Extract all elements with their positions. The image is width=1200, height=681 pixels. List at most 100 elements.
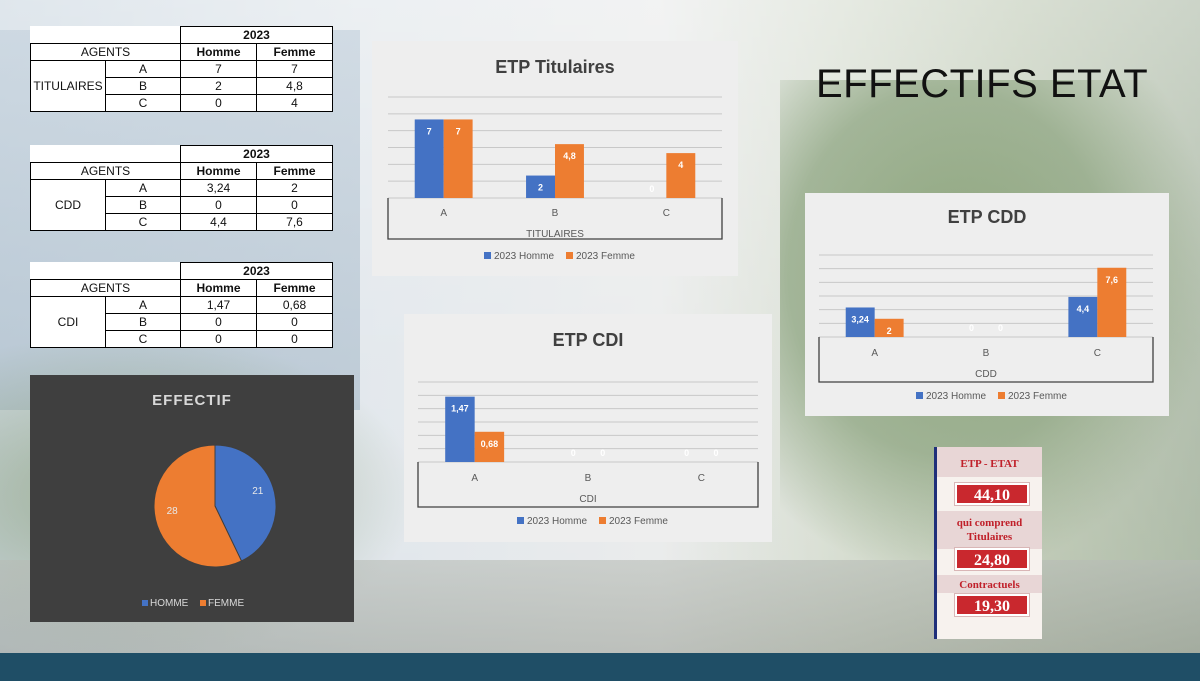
x-tick-label: A	[871, 348, 878, 359]
x-tick-label: C	[1094, 348, 1101, 359]
etat-total-value: 44,10	[955, 483, 1029, 505]
x-axis-label: CDD	[975, 369, 997, 380]
data-label: 4	[678, 160, 683, 170]
x-tick-label: C	[698, 473, 705, 484]
etat-contractuels-value: 19,30	[955, 594, 1029, 616]
data-label: 2	[887, 326, 892, 336]
chart-cdd: ETP CDD A 3,24 2 B 0 0 C 4,4 7,6 CDD 2023 Homme 2023…	[805, 193, 1169, 416]
category-cell: CDD	[30, 179, 106, 231]
etat-includes-label: qui comprend	[956, 517, 1023, 529]
x-axis-box	[417, 462, 759, 508]
etat-band	[937, 511, 1042, 549]
homme-cell: 3,24	[180, 179, 257, 197]
etat-band	[937, 447, 1042, 477]
legend-label: 2023 Homme	[926, 391, 986, 402]
category-cell: TITULAIRES	[30, 60, 106, 112]
legend-label: 2023 Femme	[576, 251, 635, 262]
data-label: 7	[456, 126, 461, 136]
homme-cell: 7	[180, 60, 257, 78]
etat-titulaires-value: 24,80	[955, 548, 1029, 570]
chart-cdi: ETP CDI A 1,47 0,68 B 0 0 C 0 0 CDI 2023 Homme 2023 …	[404, 314, 772, 542]
chart-cdd-svg: ETP CDD A 3,24 2 B 0 0 C 4,4 7,6 CDD 2023 Homme 2023…	[818, 207, 1154, 402]
data-label: 0	[714, 448, 719, 458]
femme-cell: 0	[256, 313, 333, 331]
homme-header: Homme	[180, 279, 257, 297]
femme-cell: 4	[256, 94, 333, 112]
x-axis-label: TITULAIRES	[526, 229, 584, 240]
bar-2023-homme	[1068, 296, 1098, 337]
x-tick-label: B	[552, 208, 559, 219]
femme-cell: 7,6	[256, 213, 333, 231]
x-axis-box	[818, 337, 1154, 383]
legend-label: 2023 Femme	[609, 516, 668, 527]
legend-swatch	[484, 252, 491, 259]
data-label: 4,8	[563, 151, 576, 161]
legend-swatch	[142, 600, 148, 606]
data-label: 3,24	[851, 314, 869, 324]
grade-cell: A	[105, 296, 181, 314]
data-label: 0	[998, 323, 1003, 333]
legend-label: 2023 Homme	[527, 516, 587, 527]
agents-header: AGENTS	[30, 162, 181, 180]
legend-swatch	[599, 517, 606, 524]
bar-2023-femme	[1097, 267, 1127, 337]
bar-2023-femme	[666, 153, 696, 198]
bar-2023-homme	[845, 307, 875, 337]
femme-cell: 0	[256, 330, 333, 348]
legend-swatch	[916, 392, 923, 399]
homme-header: Homme	[180, 43, 257, 61]
data-label: 7,6	[1106, 275, 1119, 285]
agents-header: AGENTS	[30, 279, 181, 297]
chart-titulaires-svg: ETP Titulaires A 7 7 B 2 4,8 C 0 4 TITULAIRES 2023 …	[387, 57, 723, 262]
femme-cell: 7	[256, 60, 333, 78]
x-tick-label: B	[585, 473, 592, 484]
etat-band	[937, 575, 1042, 593]
data-label: 0	[649, 184, 654, 194]
x-tick-label: B	[983, 348, 990, 359]
legend-label: HOMME	[150, 598, 189, 609]
chart-title: ETP CDD	[948, 207, 1027, 227]
grade-cell: C	[105, 213, 181, 231]
homme-header: Homme	[180, 162, 257, 180]
bar-2023-femme	[874, 318, 904, 337]
legend-swatch	[566, 252, 573, 259]
grade-cell: B	[105, 313, 181, 331]
legend-swatch	[200, 600, 206, 606]
x-axis-label: CDI	[579, 494, 596, 505]
category-cell: CDI	[30, 296, 106, 348]
data-label: 0	[571, 448, 576, 458]
footer-band	[0, 653, 1200, 681]
chart-title: ETP CDI	[553, 330, 624, 350]
chart-effectif-svg: EFFECTIF 21 28 HOMME FEMME	[142, 392, 277, 609]
year-header: 2023	[180, 26, 333, 44]
legend-swatch	[998, 392, 1005, 399]
femme-header: Femme	[256, 279, 333, 297]
homme-cell: 4,4	[180, 213, 257, 231]
homme-cell: 2	[180, 77, 257, 95]
year-header: 2023	[180, 262, 333, 280]
pie-data-label: 28	[167, 506, 179, 517]
chart-titulaires: ETP Titulaires A 7 7 B 2 4,8 C 0 4 TITULAIRES 2023 …	[372, 41, 738, 276]
bar-2023-femme	[443, 119, 473, 198]
etat-contractuels-label: Contractuels	[959, 579, 1020, 591]
femme-header: Femme	[256, 43, 333, 61]
femme-header: Femme	[256, 162, 333, 180]
data-label: 0	[969, 323, 974, 333]
page-title: EFFECTIFS ETAT	[816, 62, 1149, 106]
chart-title: EFFECTIF	[152, 392, 232, 409]
pie-slice-femme	[153, 444, 243, 568]
data-label: 7	[427, 126, 432, 136]
grade-cell: B	[105, 196, 181, 214]
x-tick-label: A	[440, 208, 447, 219]
grade-cell: A	[105, 60, 181, 78]
femme-cell: 0,68	[256, 296, 333, 314]
data-label: 2	[538, 183, 543, 193]
bar-2023-femme	[555, 144, 584, 198]
grade-cell: C	[105, 94, 181, 112]
data-label: 0	[600, 448, 605, 458]
homme-cell: 0	[180, 196, 257, 214]
x-tick-label: A	[471, 473, 478, 484]
homme-cell: 0	[180, 330, 257, 348]
